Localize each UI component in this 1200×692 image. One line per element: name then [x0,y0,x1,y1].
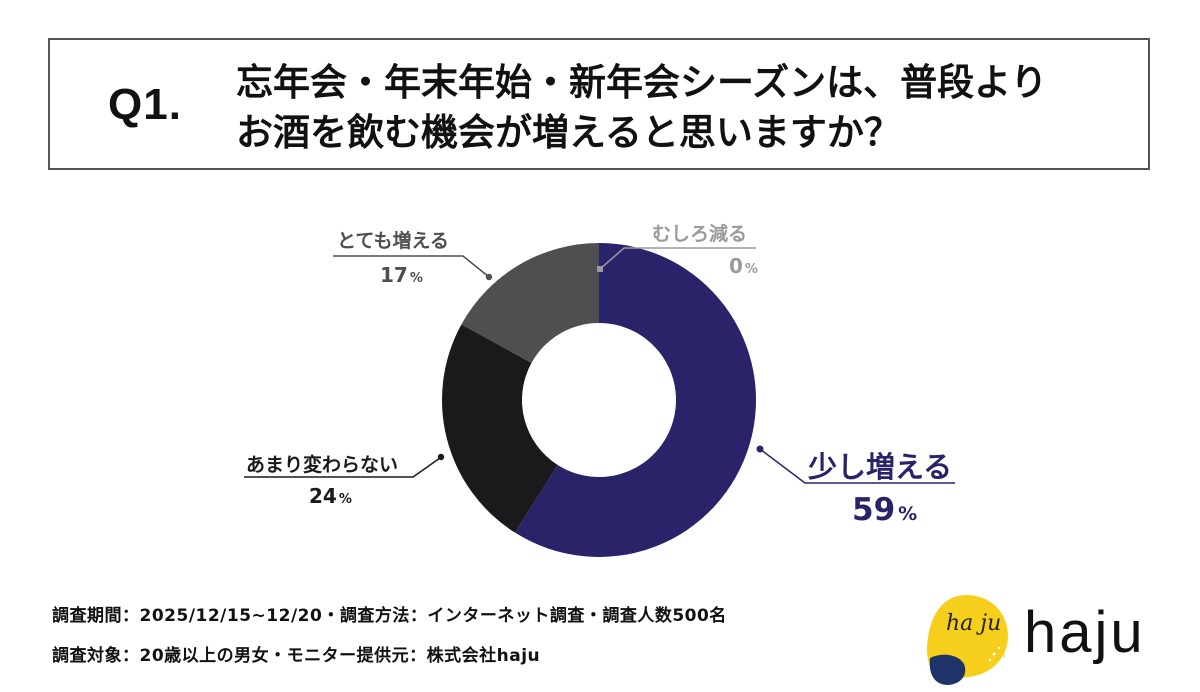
survey-info-line-2: 調査対象：20歳以上の男女・モニター提供元：株式会社haju [52,646,541,666]
label-slightly-value: 59% [852,492,917,528]
leader-dot-slightly [756,445,764,453]
donut-slices [442,243,756,557]
leader-line-decrease [599,247,756,270]
label-slightly-name: 少し増える [808,450,953,484]
donut-slice-0 [514,243,756,557]
label-greatly-name: とても増える [337,230,449,252]
haju-logo-text: haju [1024,600,1146,665]
label-unchanged-name: あまり変わらない [246,454,399,476]
svg-text:ha ju: ha ju [946,611,1001,636]
value-unit: % [338,492,352,507]
leader-line-unchanged [244,457,441,478]
donut-slice-2 [461,243,599,363]
question-line-2: お酒を飲む機会が増えると思いますか？ [236,111,901,154]
survey-info-line-1: 調査期間：2025/12/15~12/20・調査方法：インターネット調査・調査人… [52,606,727,626]
label-unchanged-value: 24% [309,484,352,508]
question-text: 忘年会・年末年始・新年会シーズンは、普段より お酒を飲む機会が増えると思いますか… [236,58,1047,158]
value-number: 17 [380,263,408,287]
label-decrease-value: 0% [729,254,758,278]
leader-line-slightly [759,448,955,484]
value-number: 24 [309,484,337,508]
leader-dot-greatly [485,273,493,281]
value-unit: % [898,503,918,525]
value-unit: % [744,262,758,277]
question-number: Q1. [108,80,182,129]
label-decrease-name: むしろ減る [652,223,748,245]
label-greatly-value: 17% [380,263,423,287]
value-number: 59 [852,492,896,528]
leader-dot-decrease [597,266,603,272]
question-line-1: 忘年会・年末年始・新年会シーズンは、普段より [236,61,1048,104]
leader-lines [244,247,955,484]
haju-logo-mark-icon: ha ju [927,595,1008,685]
leader-line-greatly [333,255,490,278]
question-title-box: Q1. 忘年会・年末年始・新年会シーズンは、普段より お酒を飲む機会が増えると思… [48,38,1150,170]
value-unit: % [409,271,423,286]
leader-dot-unchanged [437,453,445,461]
value-number: 0 [729,254,743,278]
donut-slice-1 [442,324,558,533]
